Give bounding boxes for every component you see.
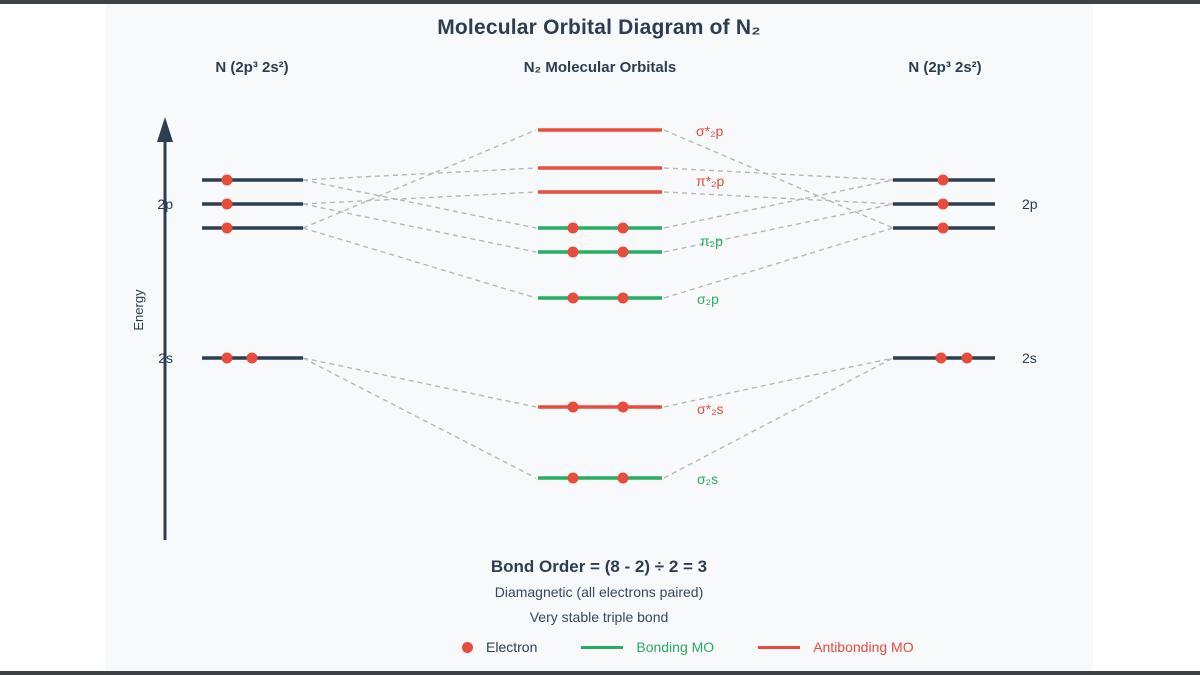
connector-line	[663, 129, 894, 229]
diagram-background	[105, 4, 1093, 671]
atomic-level-label-right-2s: 2s	[1022, 350, 1037, 366]
legend-label-antibonding: Antibonding MO	[813, 639, 914, 655]
connector-line	[663, 179, 894, 229]
page-title: Molecular Orbital Diagram of N₂	[437, 16, 761, 39]
electron-dot	[617, 401, 629, 413]
mo-level-label-pi-2p: π₂p	[700, 233, 723, 249]
energy-axis-label: Energy	[131, 289, 146, 331]
electron-dot	[935, 352, 947, 364]
legend-item-bonding: Bonding MO	[581, 639, 714, 655]
electron-dot	[567, 472, 579, 484]
atomic-level-label-left-2s: 2s	[158, 350, 173, 366]
legend-label-bonding: Bonding MO	[636, 639, 715, 655]
right-atom-header: N (2p³ 2s²)	[908, 59, 982, 76]
electron-dot	[937, 222, 949, 234]
left-atom-header: N (2p³ 2s²)	[215, 59, 289, 76]
connector-line	[302, 191, 537, 205]
electron-dot	[567, 401, 579, 413]
connector-line	[663, 357, 894, 479]
atomic-level-label-left-2p: 2p	[157, 196, 173, 212]
mo-level-label-sigma-star-2p: σ*₂p	[696, 123, 724, 139]
center-mo-header: N₂ Molecular Orbitals	[523, 59, 677, 76]
legend-item-electron: Electron	[462, 639, 537, 655]
electron-dot	[567, 292, 579, 304]
bonding-line-swatch-icon	[581, 645, 624, 649]
electron-dot	[617, 246, 629, 258]
electron-dot	[617, 222, 629, 234]
electron-dot	[937, 174, 949, 186]
connector-line	[663, 203, 894, 253]
magnetism-text: Diamagnetic (all electrons paired)	[494, 584, 704, 600]
stability-text: Very stable triple bond	[529, 609, 669, 625]
connector-line	[663, 227, 894, 299]
atomic-level-label-right-2p: 2p	[1022, 196, 1038, 212]
connector-line	[663, 357, 894, 408]
electron-dot	[617, 472, 629, 484]
connector-line	[302, 179, 537, 229]
energy-axis-arrowhead-icon	[157, 117, 173, 142]
connector-line	[302, 129, 537, 229]
electron-dot	[246, 352, 258, 364]
electron-dot	[937, 198, 949, 210]
electron-dot	[961, 352, 973, 364]
electron-swatch-icon	[462, 641, 473, 653]
electron-dot	[617, 292, 629, 304]
legend: Electron Bonding MO Antibonding MO	[462, 639, 914, 655]
connector-line	[302, 203, 537, 253]
electron-dot	[221, 174, 233, 186]
electron-dot	[221, 198, 233, 210]
mo-level-label-sigma-2p: σ₂p	[697, 291, 719, 307]
legend-label-electron: Electron	[486, 639, 538, 655]
mo-level-label-sigma-star-2s: σ*₂s	[697, 401, 724, 417]
top-edge-bar	[0, 0, 1200, 4]
electron-dot	[567, 222, 579, 234]
antibonding-line-swatch-icon	[758, 645, 801, 649]
electron-dot	[221, 352, 233, 364]
legend-item-antibonding: Antibonding MO	[758, 639, 914, 655]
connector-line	[663, 191, 894, 205]
connector-line	[302, 357, 537, 479]
connector-line	[302, 227, 537, 299]
connector-line	[302, 167, 537, 181]
mo-level-label-pi-star-2p: π*₂p	[696, 173, 725, 189]
electron-dot	[221, 222, 233, 234]
electron-dot	[567, 246, 579, 258]
mo-level-label-sigma-2s: σ₂s	[697, 471, 718, 487]
bottom-edge-bar	[0, 671, 1200, 675]
connector-line	[302, 357, 537, 408]
bond-order-text: Bond Order = (8 - 2) ÷ 2 = 3	[490, 557, 708, 576]
connector-line	[663, 167, 894, 181]
